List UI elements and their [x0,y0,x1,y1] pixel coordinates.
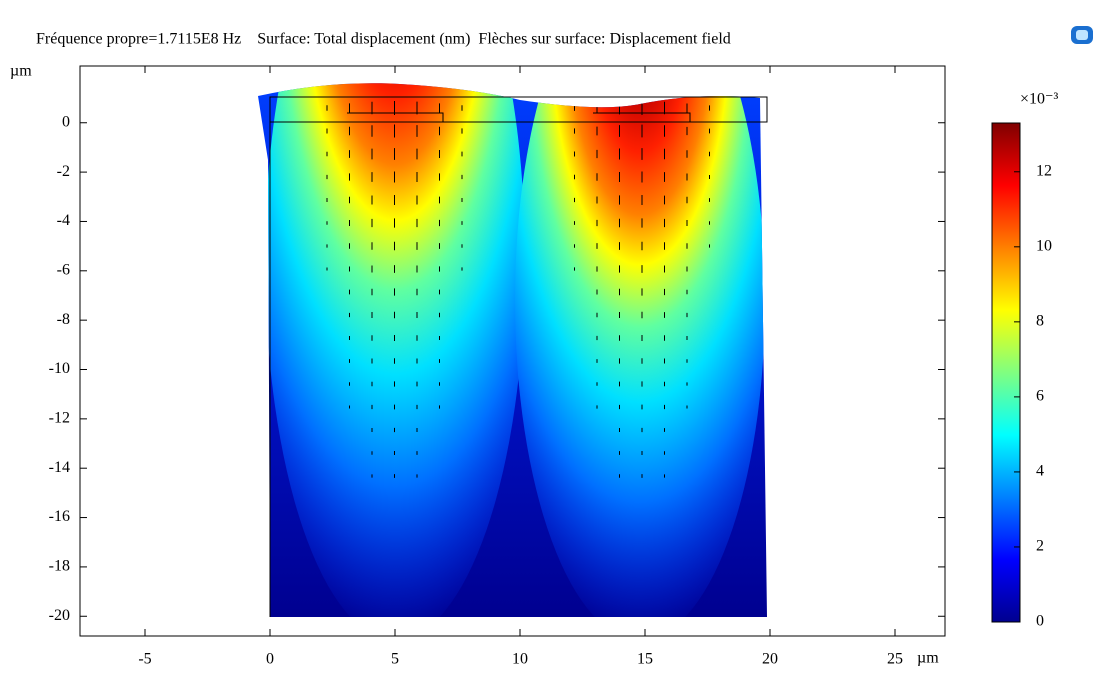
chart-title: Fréquence propre=1.7115E8 Hz Surface: To… [36,31,731,48]
y-tick-label: -12 [49,410,70,427]
x-tick-label: 15 [637,651,653,668]
x-tick-label: 0 [266,651,274,668]
surface [258,83,767,617]
y-tick-label: -14 [49,459,70,476]
plot-frame [79,65,946,637]
x-tick-label: 20 [762,651,778,668]
x-tick-label: 25 [887,651,903,668]
x-tick-label: 10 [512,651,528,668]
y-tick-label: -8 [57,311,70,328]
colorbar-tick-label: 2 [1036,538,1044,555]
colorbar-tick-label: 4 [1036,463,1044,480]
x-tick-label: -5 [138,651,151,668]
y-tick-label: -4 [57,212,70,229]
y-tick-label: -2 [57,163,70,180]
y-tick-label: -6 [57,261,70,278]
colorbar-tick-label: 10 [1036,237,1052,254]
colorbar-tick-label: 8 [1036,313,1044,330]
colorbar-label: ×10⁻³ [1020,91,1058,108]
y-unit-label: µm [10,63,32,80]
colorbar-tick-label: 12 [1036,162,1052,179]
y-tick-label: -10 [49,360,70,377]
x-unit-label: µm [917,650,939,667]
colorbar [991,122,1021,623]
colorbar-tick-label: 0 [1036,613,1044,630]
app-icon [1071,26,1093,44]
y-tick-label: -18 [49,558,70,575]
y-tick-label: 0 [62,113,70,130]
y-tick-label: -20 [49,607,70,624]
y-tick-label: -16 [49,508,70,525]
colorbar-tick-label: 6 [1036,388,1044,405]
geometry-outline [269,96,768,123]
x-tick-label: 5 [391,651,399,668]
